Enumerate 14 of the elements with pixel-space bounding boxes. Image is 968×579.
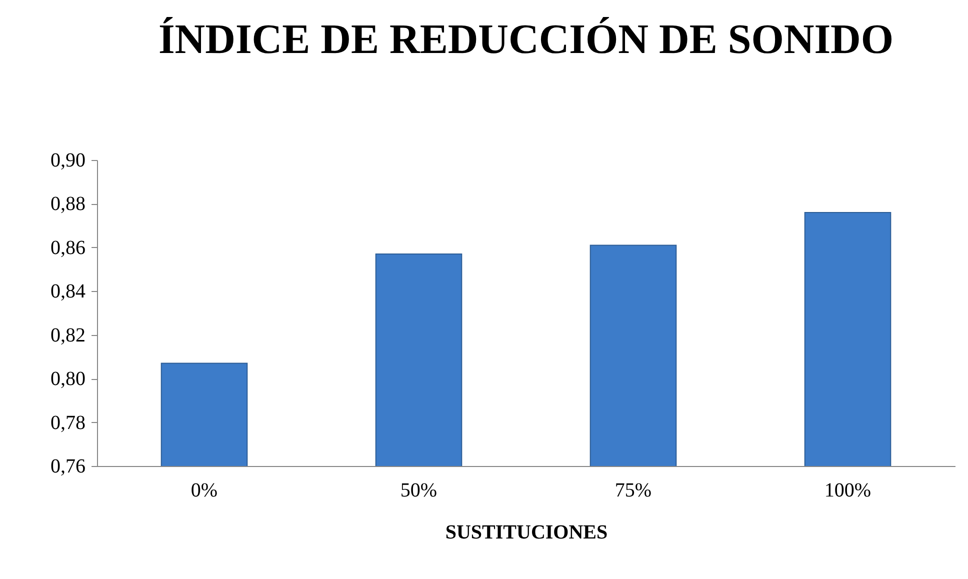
x-tick-label: 0% xyxy=(190,480,218,502)
y-tick-label: 0,78 xyxy=(50,412,86,434)
y-tick-label: 0,82 xyxy=(50,324,86,346)
chart-title: ÍNDICE DE REDUCCIÓN DE SONIDO xyxy=(158,16,894,63)
y-tick-label: 0,80 xyxy=(50,368,86,390)
x-axis-title: SUSTITUCIONES xyxy=(445,522,608,544)
y-tick-label: 0,84 xyxy=(50,280,86,303)
x-tick-label: 75% xyxy=(614,480,652,502)
y-tick-label: 0,90 xyxy=(50,150,86,172)
x-tick-label: 100% xyxy=(824,480,872,502)
y-tick-label: 0,88 xyxy=(50,193,86,216)
x-tick-label: 50% xyxy=(400,480,438,502)
y-tick-label: 0,86 xyxy=(50,236,86,259)
y-tick-label: 0,76 xyxy=(50,456,86,478)
